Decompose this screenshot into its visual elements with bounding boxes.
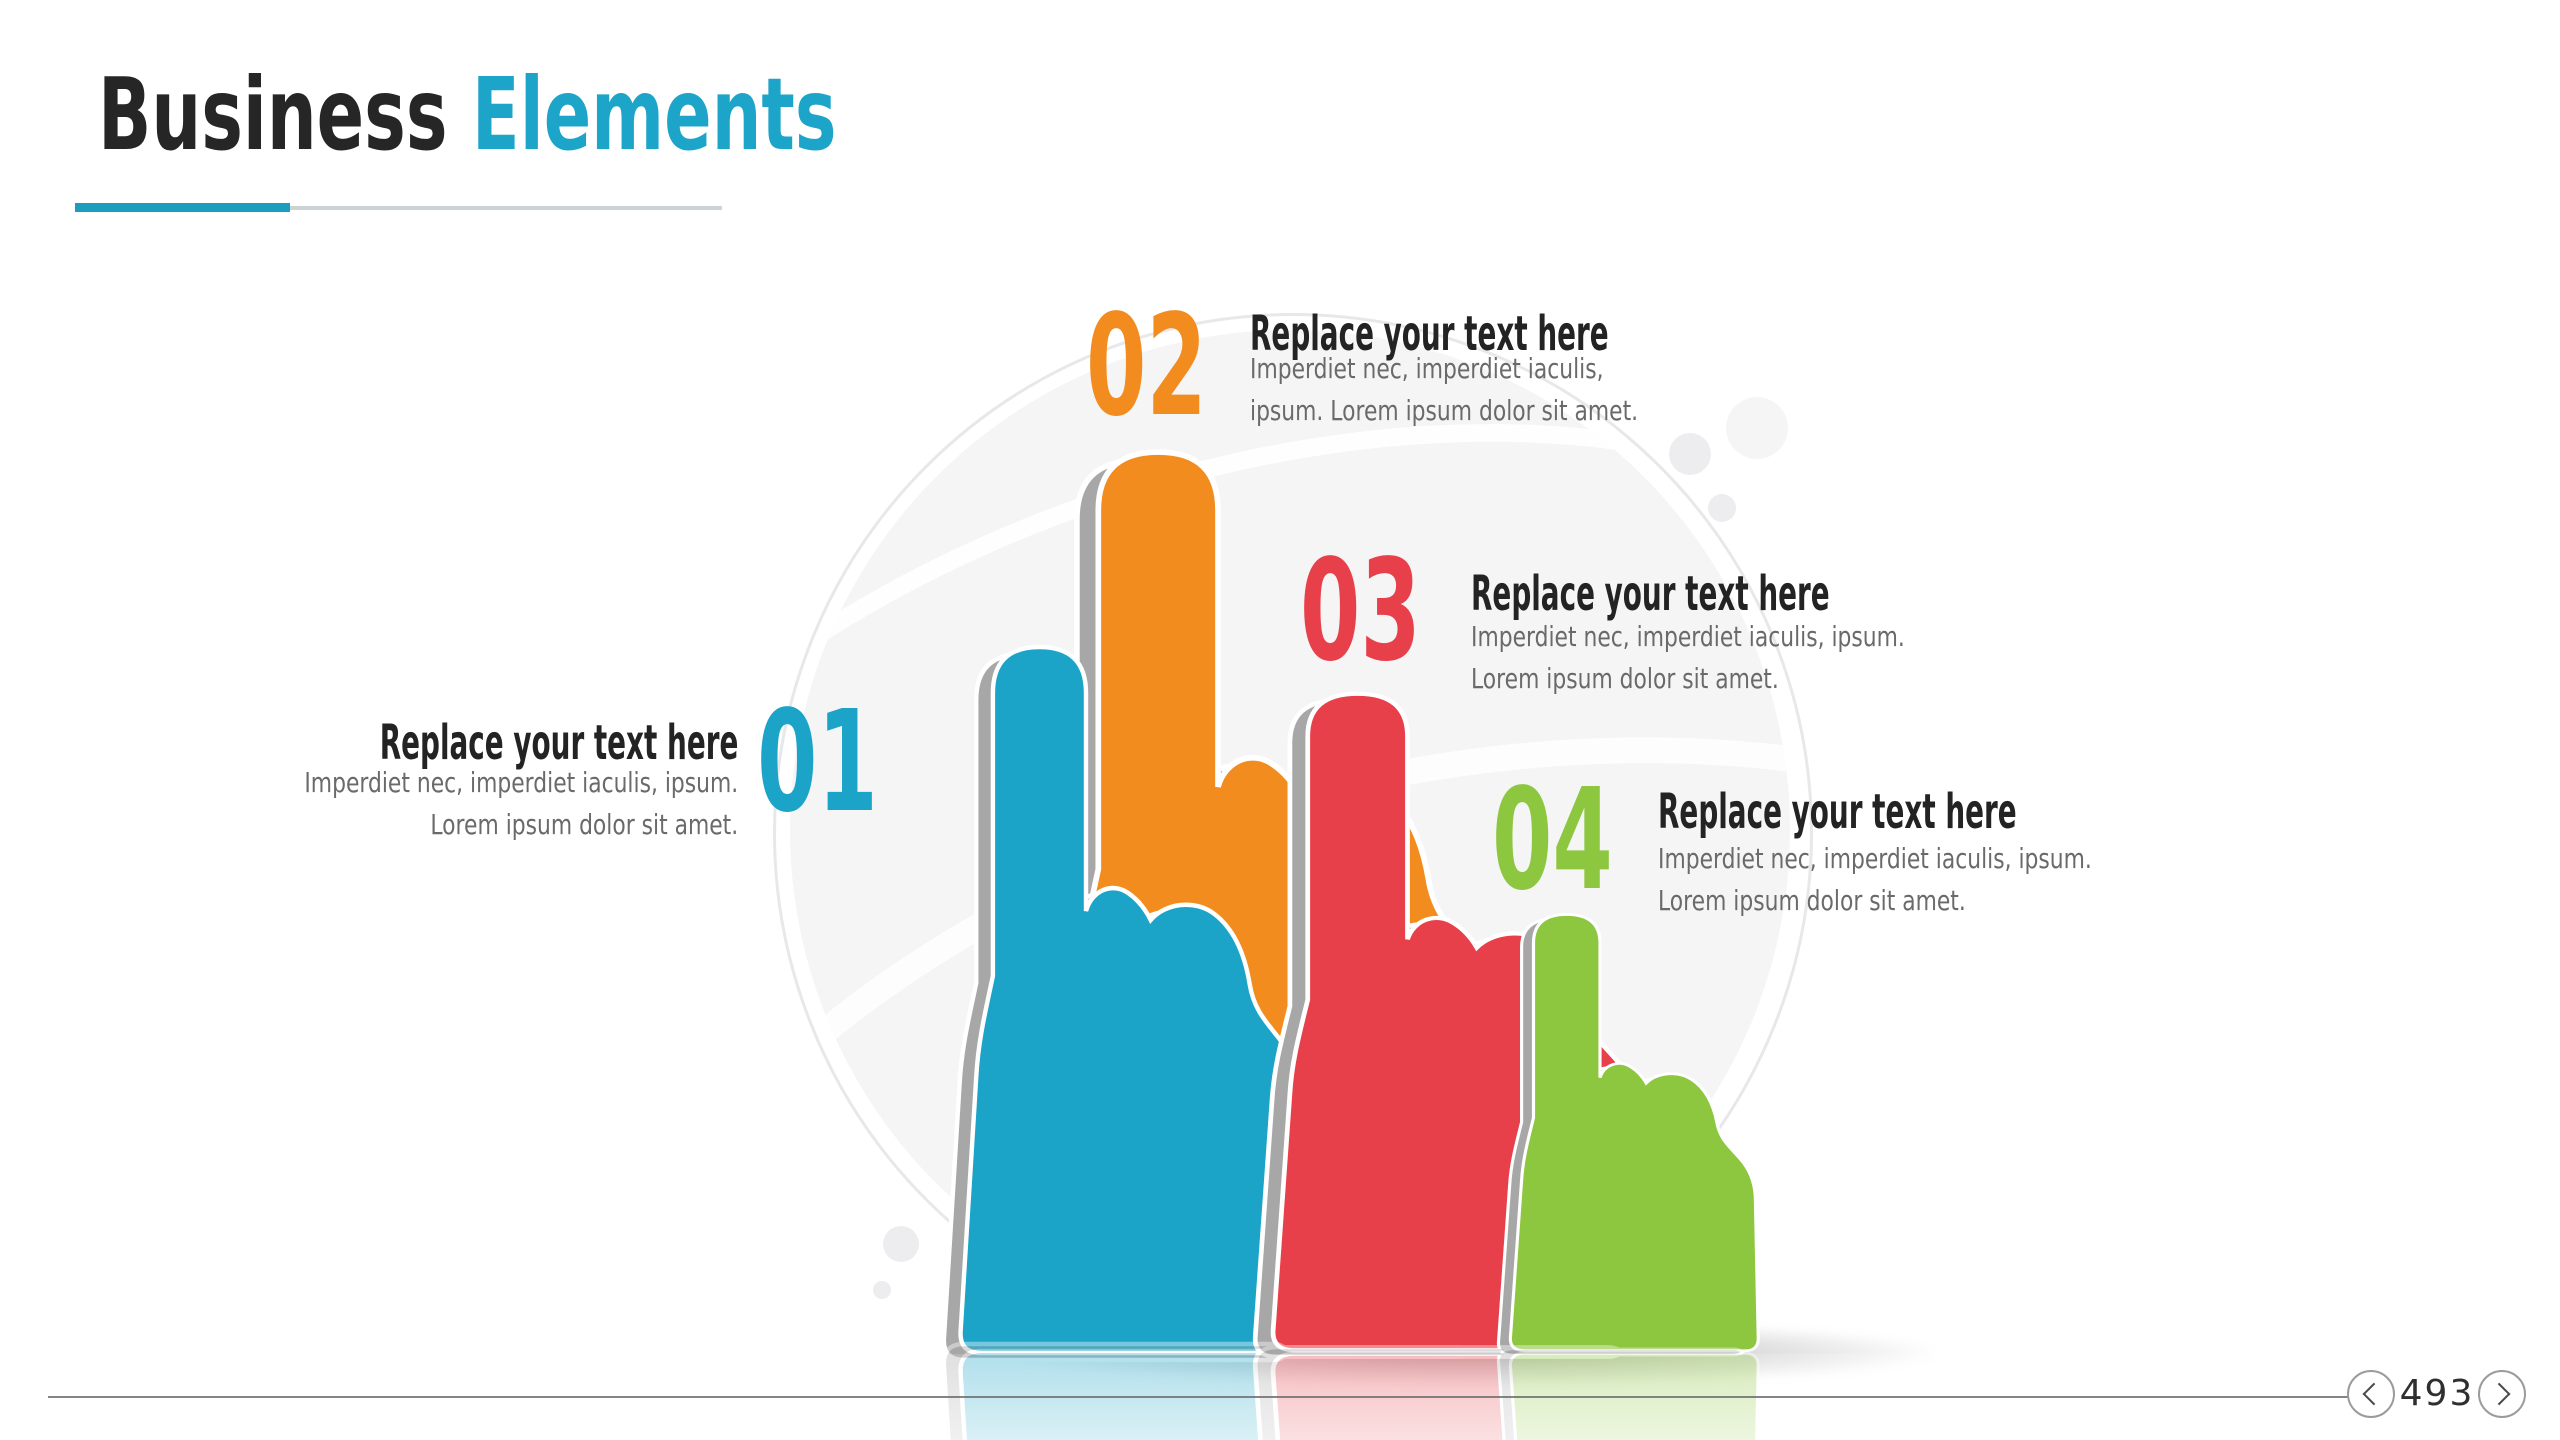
deco-dot: [1669, 433, 1711, 475]
deco-dot: [1726, 397, 1788, 459]
body-line: Imperdiet nec, imperdiet iaculis,: [1250, 352, 1604, 385]
title-word-dark: Business: [98, 56, 448, 173]
chevron-right-icon: [2487, 1382, 2511, 1406]
deco-dot: [883, 1226, 919, 1262]
item-04-number: 04: [1492, 759, 1613, 922]
item-04-heading: Replace your text here: [1658, 784, 2017, 840]
footer-divider-line: [48, 1396, 2348, 1398]
item-02-number: 02: [1086, 285, 1207, 448]
title-underline-accent: [75, 203, 290, 212]
chevron-left-icon: [2362, 1382, 2386, 1406]
item-01-heading: Replace your text here: [379, 715, 738, 771]
item-04-body: Imperdiet nec, imperdiet iaculis, ipsum.…: [1658, 838, 2214, 922]
body-line: Lorem ipsum dolor sit amet.: [1658, 884, 1966, 917]
deco-dot: [873, 1281, 891, 1299]
item-02-heading: Replace your text here: [1250, 306, 1609, 362]
body-line: ipsum. Lorem ipsum dolor sit amet.: [1250, 394, 1639, 427]
title-word-accent: Elements: [471, 56, 837, 173]
page-number: 493: [2399, 1373, 2475, 1414]
page-title: Business Elements: [98, 60, 1153, 170]
item-03-heading: Replace your text here: [1471, 566, 1830, 622]
body-line: Imperdiet nec, imperdiet iaculis, ipsum.: [304, 766, 738, 799]
item-02-body: Imperdiet nec, imperdiet iaculis, ipsum.…: [1250, 348, 1748, 432]
item-01-number: 01: [757, 681, 878, 844]
body-line: Imperdiet nec, imperdiet iaculis, ipsum.: [1471, 620, 1905, 653]
body-line: Imperdiet nec, imperdiet iaculis, ipsum.: [1658, 842, 2092, 875]
deco-dot: [1708, 494, 1736, 522]
prev-slide-button[interactable]: [2347, 1370, 2395, 1418]
body-line: Lorem ipsum dolor sit amet.: [1471, 662, 1779, 695]
item-01-body: Imperdiet nec, imperdiet iaculis, ipsum.…: [182, 762, 738, 846]
body-line: Lorem ipsum dolor sit amet.: [430, 808, 738, 841]
item-03-body: Imperdiet nec, imperdiet iaculis, ipsum.…: [1471, 616, 2027, 700]
foam-hand-green-icon: [1496, 912, 1760, 1357]
title-underline-track: [290, 206, 722, 210]
item-03-number: 03: [1300, 530, 1421, 693]
next-slide-button[interactable]: [2478, 1370, 2526, 1418]
